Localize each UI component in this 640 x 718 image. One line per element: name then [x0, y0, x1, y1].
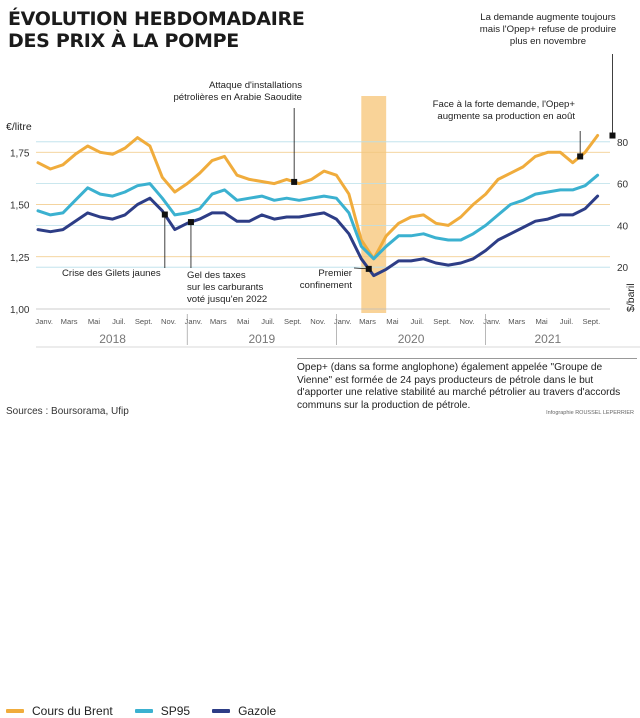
annotation-text-aout-0: Face à la forte demande, l'Opep+: [433, 99, 576, 110]
legend-label-sp95: SP95: [160, 704, 191, 718]
annotation-text-gel-0: Gel des taxes: [187, 270, 246, 281]
month-label-9: Juil.: [261, 317, 275, 326]
annotation-marker-gel: [187, 219, 194, 226]
month-label-14: Mai: [386, 317, 399, 326]
price-line-chart: 1,00 1,25 1,50 1,75 €/litre 20 40 60 80 $/baril Ja…: [6, 12, 640, 348]
annotation-marker-aout: [577, 153, 584, 160]
month-label-15: Juil.: [411, 317, 425, 326]
right-tick-label-2: 60: [617, 180, 629, 191]
left-tick-label-2: 1,50: [10, 201, 30, 212]
month-label-17: Nov.: [459, 317, 474, 326]
series-line-brent: [36, 134, 600, 261]
month-label-20: Mai: [535, 317, 548, 326]
month-label-16: Sept.: [433, 317, 451, 326]
annotation-text-aout-1: augmente sa production en août: [437, 111, 575, 122]
legend-item-sp95: SP95: [134, 704, 191, 718]
year-label-2018: 2018: [99, 332, 126, 346]
infographic-credit: Infographie ROUSSEL LEPERRIER: [546, 410, 634, 416]
chart-title: ÉVOLUTION HEBDOMADAIRE DES PRIX À LA POM…: [8, 8, 305, 52]
annotation-marker-saoudite: [291, 178, 298, 185]
annotation-marker-gilets: [161, 211, 168, 218]
annotation-text-confinement-0: Premier: [318, 268, 352, 279]
month-label-1: Mars: [61, 317, 78, 326]
month-label-18: Janv.: [483, 317, 501, 326]
year-label-2019: 2019: [248, 332, 275, 346]
series-line-gazole: [36, 194, 600, 278]
year-label-2020: 2020: [398, 332, 425, 346]
chart-legend: Cours du Brent SP95 Gazole: [6, 704, 298, 718]
left-tick-label-3: 1,75: [10, 148, 30, 159]
right-tick-label-0: 20: [617, 263, 629, 274]
month-label-0: Janv.: [35, 317, 53, 326]
legend-label-brent: Cours du Brent: [32, 704, 113, 718]
legend-swatch-sp95: [134, 709, 153, 713]
month-label-19: Mars: [508, 317, 525, 326]
left-tick-label-0: 1,00: [10, 305, 30, 316]
sources-note: Sources : Boursorama, Ufip: [6, 406, 129, 417]
month-label-13: Mars: [359, 317, 376, 326]
month-label-12: Janv.: [334, 317, 352, 326]
annotation-text-saoudite-1: pétrolières en Arabie Saoudite: [173, 92, 302, 103]
right-axis-label: $/baril: [625, 283, 637, 312]
legend-swatch-gazole: [212, 709, 231, 713]
month-label-6: Janv.: [185, 317, 203, 326]
month-label-2: Mai: [88, 317, 101, 326]
annotation-text-novembre-0: La demande augmente toujours: [480, 12, 616, 23]
right-tick-label-3: 80: [617, 138, 629, 149]
month-label-22: Sept.: [582, 317, 600, 326]
chart-title-line-2: DES PRIX À LA POMPE: [8, 30, 239, 52]
annotation-marker-novembre: [609, 132, 616, 139]
month-label-21: Juil.: [560, 317, 574, 326]
annotation-text-gilets-0: Crise des Gilets jaunes: [62, 268, 161, 279]
month-label-11: Nov.: [310, 317, 325, 326]
left-tick-label-1: 1,25: [10, 253, 30, 264]
annotation-text-gel-2: voté jusqu'en 2022: [187, 294, 267, 305]
chart-title-line-1: ÉVOLUTION HEBDOMADAIRE: [8, 8, 305, 30]
annotation-marker-confinement: [365, 265, 372, 272]
annotation-text-saoudite-0: Attaque d'installations: [209, 80, 302, 91]
legend-item-gazole: Gazole: [212, 704, 276, 718]
series-line-sp95: [36, 173, 600, 261]
annotation-text-novembre-1: mais l'Opep+ refuse de produire: [480, 24, 617, 35]
annotation-text-gel-1: sur les carburants: [187, 282, 263, 293]
opep-definition: Opep+ (dans sa forme anglophone) égaleme…: [297, 358, 637, 412]
month-label-7: Mars: [210, 317, 227, 326]
right-tick-label-1: 40: [617, 221, 629, 232]
legend-item-brent: Cours du Brent: [6, 704, 113, 718]
month-label-5: Nov.: [161, 317, 176, 326]
left-axis-label: €/litre: [6, 121, 32, 133]
annotation-text-confinement-1: confinement: [300, 280, 353, 291]
month-label-8: Mai: [237, 317, 250, 326]
year-label-2021: 2021: [534, 332, 561, 346]
month-label-10: Sept.: [284, 317, 302, 326]
month-label-3: Juil.: [112, 317, 126, 326]
legend-swatch-brent: [6, 709, 24, 713]
annotation-text-novembre-2: plus en novembre: [510, 36, 586, 47]
month-label-4: Sept.: [135, 317, 153, 326]
legend-label-gazole: Gazole: [238, 704, 277, 718]
